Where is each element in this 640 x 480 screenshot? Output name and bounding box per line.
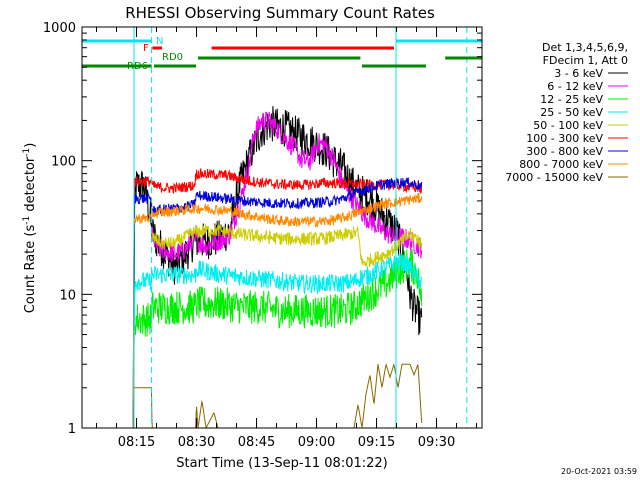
- series-line-3-6-kev: [132, 106, 423, 423]
- x-tick-label-09-15: 09:15: [358, 435, 395, 450]
- plot-frame: [81, 26, 483, 429]
- series-line-100-300-kev: [132, 168, 423, 428]
- y-label-part2: detector: [23, 156, 38, 216]
- x-tick-label-08-30: 08:30: [178, 435, 215, 450]
- legend-label-100-300-kev: 100 - 300 keV: [526, 132, 603, 145]
- x-tick-label-08-45: 08:45: [238, 435, 275, 450]
- flag-label-f: F: [143, 43, 149, 54]
- legend-label-25-50-kev: 25 - 50 keV: [540, 106, 603, 119]
- y-tick-label-1000: 1000: [43, 21, 76, 36]
- y-label-sup2: -1: [22, 148, 32, 157]
- legend-label-50-100-kev: 50 - 100 keV: [533, 119, 603, 132]
- series-line-6-12-kev: [151, 111, 423, 263]
- x-axis-label: Start Time (13-Sep-11 08:01:22): [176, 456, 387, 471]
- legend-label-6-12-kev: 6 - 12 keV: [547, 80, 603, 93]
- chart-title: RHESSI Observing Summary Count Rates: [125, 4, 435, 22]
- legend: Det 1,3,4,5,6,9,FDecim 1, Att 03 - 6 keV…: [505, 41, 628, 184]
- y-tick-label-10: 10: [59, 288, 76, 303]
- legend-label-7000-15000-kev: 7000 - 15000 keV: [505, 171, 603, 184]
- y-label-sup1: -1: [22, 216, 32, 225]
- x-tick-label-08-15: 08:15: [118, 435, 155, 450]
- y-label-part1: Count Rate (s: [23, 225, 38, 314]
- legend-label-800-7000-kev: 800 - 7000 keV: [519, 158, 603, 171]
- timestamp: 20-Oct-2021 03:59: [561, 467, 637, 476]
- flag-bar-layer: [82, 39, 482, 68]
- series-line-7000-15000-kev: [132, 363, 423, 428]
- series-line-25-50-kev: [132, 253, 423, 427]
- legend-label-3-6-kev: 3 - 6 keV: [554, 67, 603, 80]
- x-tick-label-09-00: 09:00: [298, 435, 335, 450]
- flag-label-n: N: [156, 36, 163, 47]
- series-line-300-800-kev: [132, 177, 423, 424]
- legend-label-300-800-kev: 300 - 800 keV: [526, 145, 603, 158]
- series-line-12-25-kev: [132, 249, 423, 413]
- flag-label-rd0: RD0: [162, 52, 183, 63]
- x-tick-label-09-30: 09:30: [418, 435, 455, 450]
- legend-header-line-2: FDecim 1, Att 0: [543, 54, 628, 67]
- y-tick-label-100: 100: [51, 155, 76, 170]
- vertical-marker-layer: [133, 27, 468, 428]
- series-line-50-100-kev: [151, 223, 423, 268]
- y-tick-label-1: 1: [68, 422, 76, 437]
- legend-label-12-25-kev: 12 - 25 keV: [540, 93, 603, 106]
- axis-layer: 1 10 100 1000 08:15 08:30 08:45 09:00 09:15 09:30: [43, 21, 482, 450]
- legend-header-line-1: Det 1,3,4,5,6,9,: [542, 41, 628, 54]
- y-label-part3: ): [23, 143, 38, 148]
- series-line-800-7000-kev: [132, 193, 423, 428]
- flag-label-rd6: RD6: [127, 61, 148, 72]
- series-layer: [132, 106, 423, 428]
- y-axis-label: Count Rate (s-1 detector-1): [22, 143, 38, 314]
